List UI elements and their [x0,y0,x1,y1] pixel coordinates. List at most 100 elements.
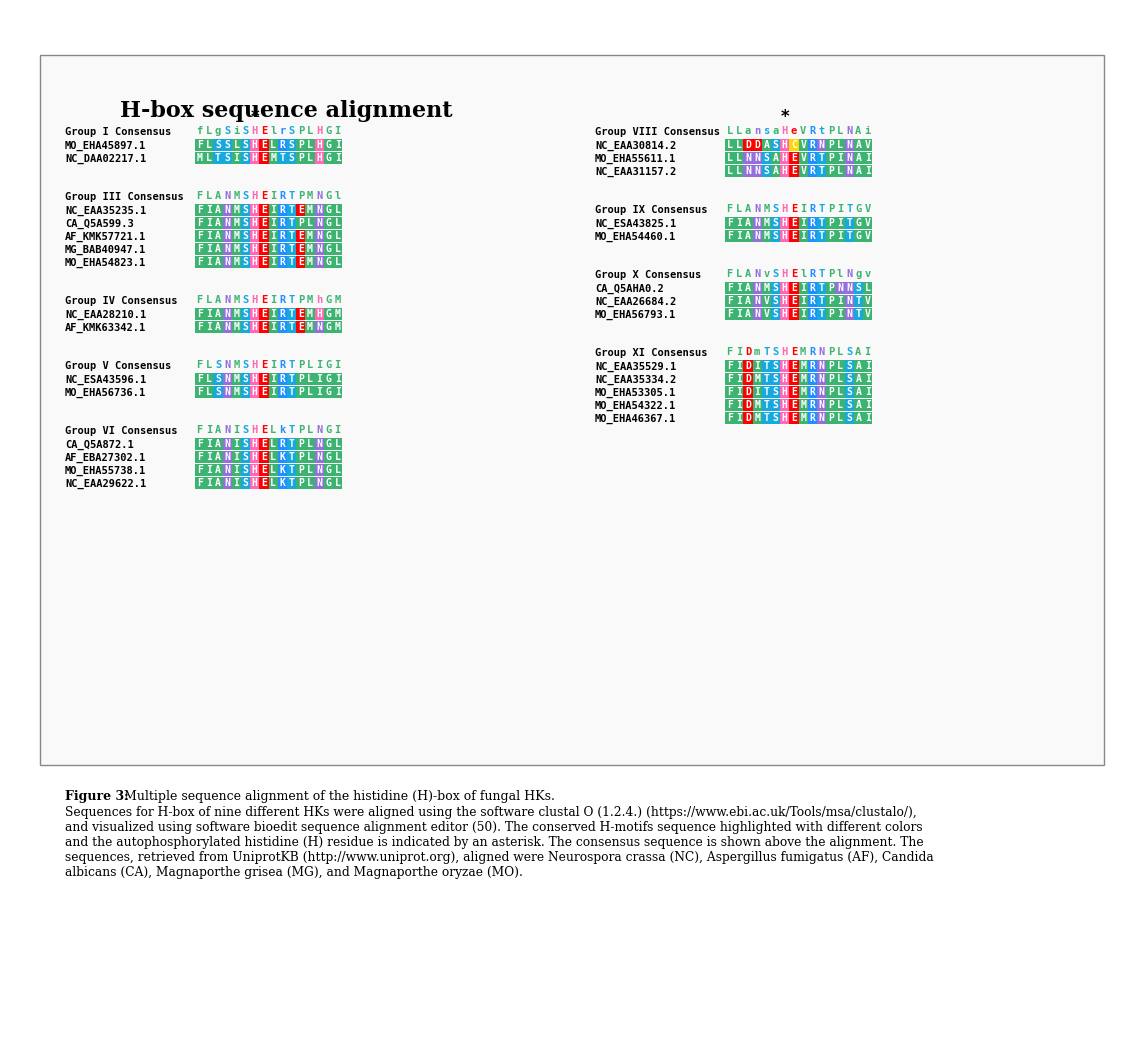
Bar [762,152,771,164]
Text: R: R [279,360,286,370]
Text: T: T [819,283,825,293]
Text: S: S [772,231,779,241]
Text: L: L [335,257,341,267]
Text: CA_Q5A599.3: CA_Q5A599.3 [65,219,134,229]
Bar [324,464,333,476]
Bar [844,230,853,242]
Text: I: I [865,400,871,410]
Text: P: P [297,191,304,201]
Text: A: A [745,296,750,306]
Text: P: P [827,347,834,357]
Bar [808,386,817,398]
Bar [241,217,251,229]
Bar [324,321,333,333]
Bar [278,477,287,489]
Bar [305,477,315,489]
Text: P: P [828,309,834,319]
Text: S: S [772,309,779,319]
Text: H: H [252,191,257,201]
Text: M: M [233,231,239,241]
Text: N: N [847,166,852,176]
Bar [278,464,287,476]
Text: S: S [772,413,779,423]
Text: S: S [243,231,248,241]
Text: L: L [837,374,843,384]
Bar [762,308,771,320]
Bar [808,152,817,164]
Bar [214,204,223,216]
Text: S: S [288,126,295,136]
Text: I: I [334,126,341,136]
Bar [194,257,204,268]
Bar [287,257,296,268]
Bar [204,139,214,151]
Text: L: L [270,478,276,488]
Bar [251,243,260,255]
Bar [844,399,853,411]
Bar [315,464,324,476]
Text: M: M [233,218,239,228]
Text: D: D [745,387,750,397]
Text: I: I [206,439,212,449]
Bar [808,413,817,424]
Text: L: L [335,218,341,228]
Text: M: M [233,244,239,254]
Bar [771,413,780,424]
Bar [744,295,753,307]
Bar [853,165,863,177]
Text: L: L [307,478,313,488]
Text: M: M [763,231,769,241]
Bar [762,373,771,385]
Bar [324,386,333,398]
Bar [204,243,214,255]
Text: N: N [316,231,323,241]
Text: V: V [865,309,871,319]
Bar [287,438,296,450]
Bar [333,451,342,463]
Bar [863,282,872,294]
Bar [241,373,251,385]
Text: l: l [837,269,843,279]
Bar [241,464,251,476]
Bar [753,139,762,151]
Text: NC_DAA02217.1: NC_DAA02217.1 [65,154,146,164]
Text: E: E [261,439,267,449]
Text: E: E [261,452,267,462]
Text: R: R [279,374,285,384]
Text: I: I [233,153,239,163]
Text: G: G [325,218,332,228]
Bar [817,413,826,424]
Text: S: S [772,400,779,410]
Text: F: F [726,283,732,293]
Bar [853,152,863,164]
Text: A: A [772,153,779,163]
Text: T: T [215,153,221,163]
Text: S: S [772,269,779,279]
Text: L: L [837,387,843,397]
Text: g: g [856,269,861,279]
Text: I: I [206,244,212,254]
Text: M: M [307,295,313,305]
Bar [835,139,844,151]
Text: T: T [847,204,852,214]
Bar [780,308,789,320]
Bar [278,386,287,398]
Text: F: F [726,218,732,228]
Bar [305,204,315,216]
Text: L: L [206,126,212,136]
Bar [835,217,844,229]
Text: NC_EAA35235.1: NC_EAA35235.1 [65,206,146,216]
Text: T: T [819,296,825,306]
Text: M: M [233,374,239,384]
Text: CA_Q5A872.1: CA_Q5A872.1 [65,440,134,450]
Text: L: L [335,452,341,462]
Text: NC_ESA43825.1: NC_ESA43825.1 [595,219,676,229]
Bar [251,373,260,385]
Text: A: A [215,257,221,267]
Bar [194,308,204,320]
Bar [223,308,232,320]
Bar [305,451,315,463]
Text: A: A [215,191,221,201]
Bar [762,282,771,294]
Bar [241,308,251,320]
